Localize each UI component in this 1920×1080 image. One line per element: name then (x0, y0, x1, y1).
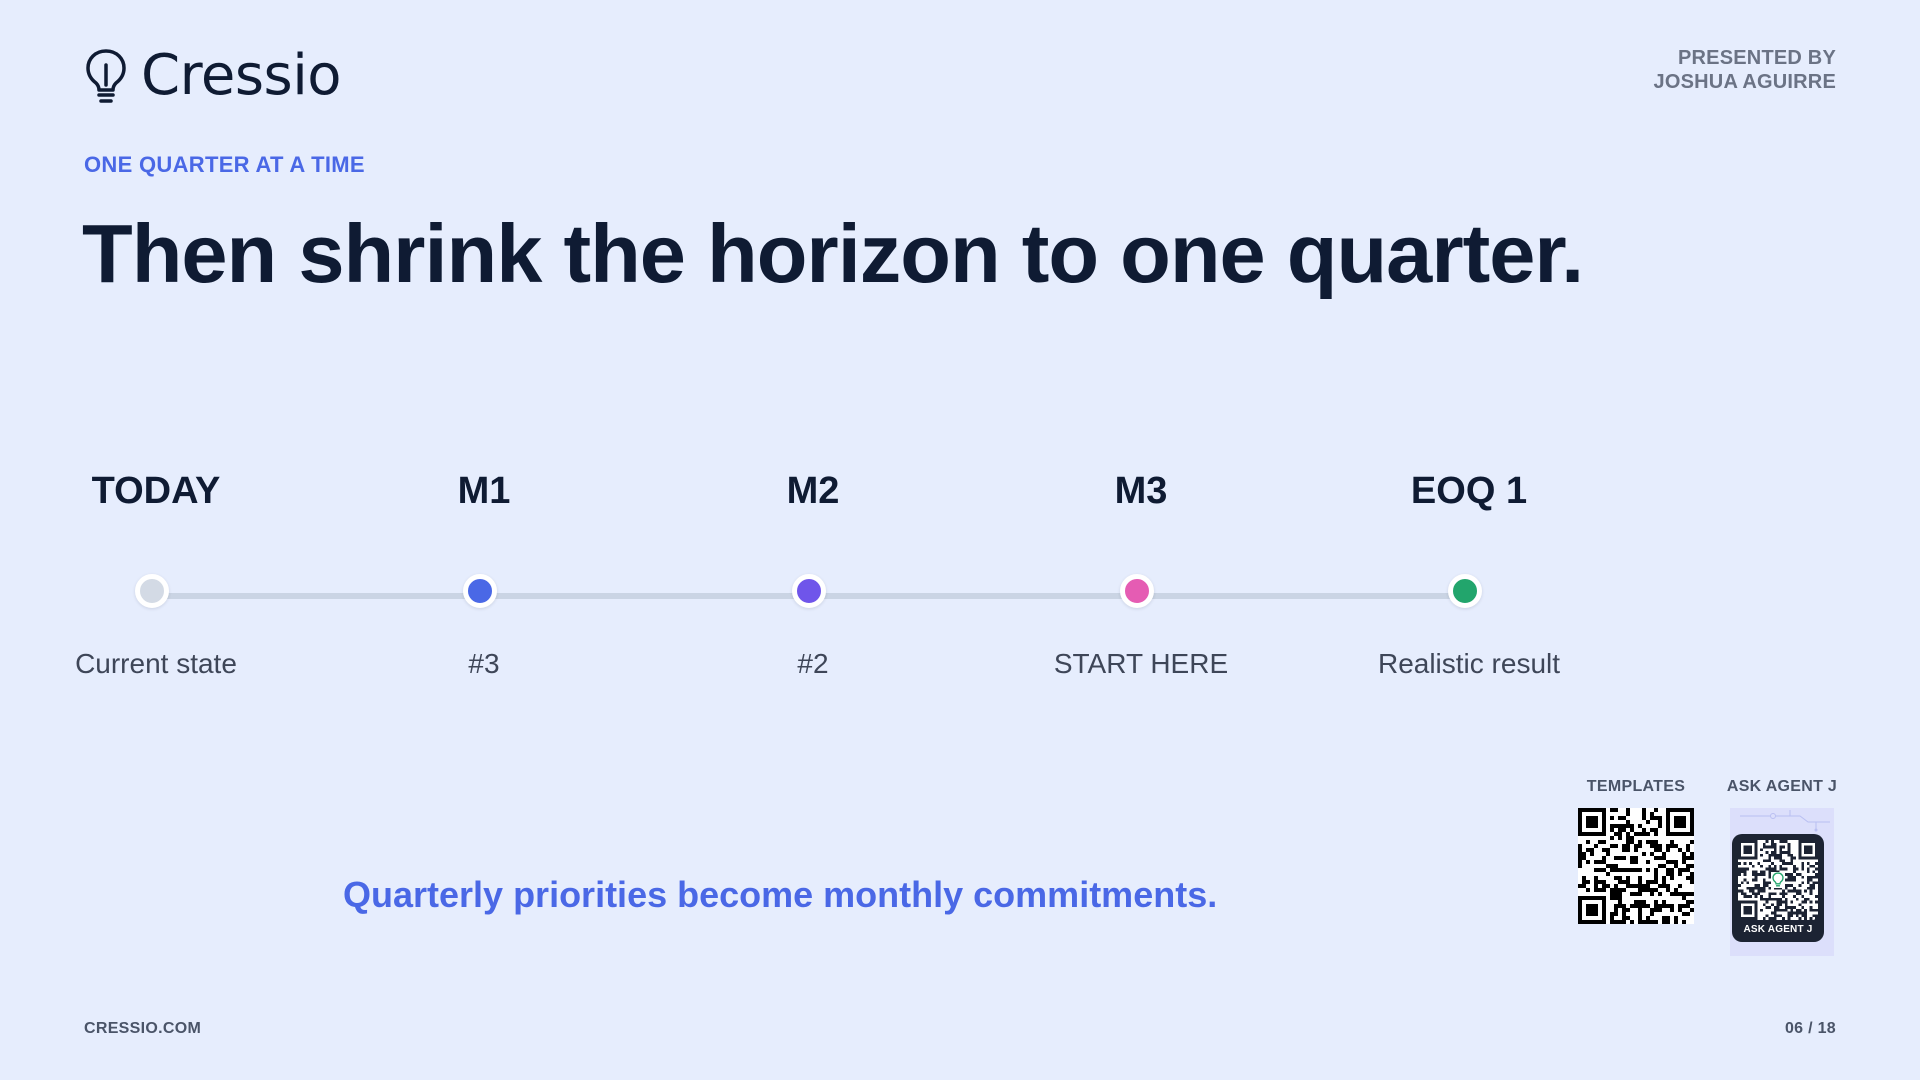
presenter-label: PRESENTED BY (1678, 47, 1836, 69)
presenter-credit: PRESENTED BY JOSHUA AGUIRRE (1654, 46, 1836, 94)
timeline-step-heading: TODAY (91, 470, 221, 512)
timeline-dot (792, 574, 826, 608)
timeline-step-label: Realistic result (1377, 648, 1561, 679)
lightbulb-icon (86, 49, 126, 103)
timeline-step-heading: M3 (1114, 470, 1168, 512)
timeline-step-label: #2 (797, 648, 829, 679)
timeline-step-heading: M2 (786, 470, 840, 512)
agent-qr-frame: ASK AGENT J (1732, 834, 1824, 942)
qr-code-icon (1578, 808, 1694, 924)
agent-qr-card[interactable]: ASK AGENT J (1730, 808, 1834, 956)
footer-site-link[interactable]: CRESSIO.COM (84, 1020, 202, 1037)
templates-qr-block: TEMPLATES (1575, 778, 1697, 924)
templates-qr-code[interactable] (1578, 808, 1694, 924)
slide-eyebrow: ONE QUARTER AT A TIME (84, 152, 365, 177)
qr-code-icon (1738, 840, 1818, 920)
timeline-dot (1120, 574, 1154, 608)
presenter-name: JOSHUA AGUIRRE (1653, 71, 1836, 93)
timeline-step-heading: EOQ 1 (1410, 470, 1528, 512)
timeline-dot (135, 574, 169, 608)
agent-qr-caption: ASK AGENT J (1726, 778, 1838, 795)
templates-qr-caption: TEMPLATES (1586, 778, 1686, 795)
brand-logo: Cressio (83, 43, 342, 108)
lightbulb-icon (1771, 872, 1785, 888)
timeline-step-heading: M1 (457, 470, 511, 512)
timeline-step-label: START HERE (1053, 648, 1229, 679)
footer-page-number: 06 / 18 (1784, 1020, 1836, 1037)
timeline-dot (463, 574, 497, 608)
logo-text: Cressio (141, 43, 342, 108)
timeline-step-label: Current state (75, 648, 237, 679)
slide-tagline: Quarterly priorities become monthly comm… (343, 874, 1218, 915)
timeline-dot (1448, 574, 1482, 608)
agent-qr-code (1738, 840, 1818, 920)
circuit-decoration-icon (1740, 810, 1830, 832)
agent-qr-block: ASK AGENT J ASK AGENT J (1722, 778, 1842, 956)
agent-card-label: ASK AGENT J (1743, 924, 1813, 935)
timeline-step-label: #3 (468, 648, 500, 679)
slide-title: Then shrink the horizon to one quarter. (82, 207, 1584, 300)
